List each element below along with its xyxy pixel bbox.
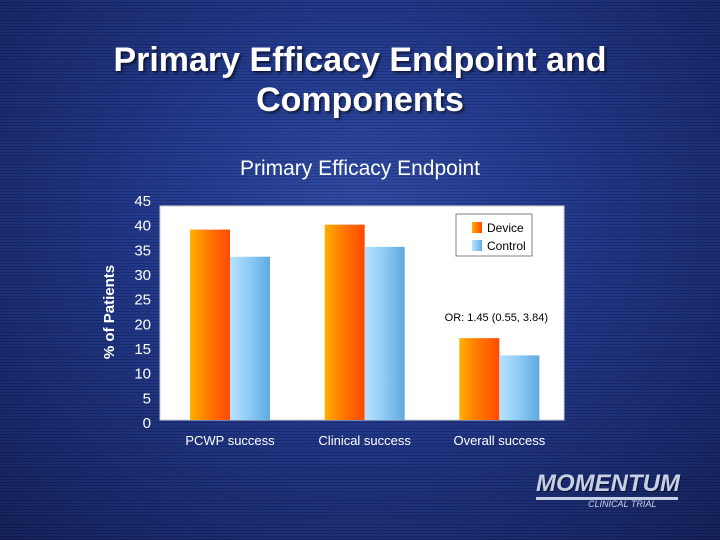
legend-swatch-device: [472, 222, 482, 233]
odds-ratio-annotation: OR: 1.45 (0.55, 3.84): [445, 312, 548, 324]
legend-box: [455, 213, 533, 257]
y-tick-label: 20: [134, 316, 151, 333]
y-tick-label: 0: [143, 415, 151, 432]
y-tick-label: 35: [134, 242, 151, 259]
slide-title-line2: Components: [256, 81, 464, 119]
legend-label-device: Device: [487, 221, 524, 235]
x-tick-label: Clinical success: [318, 433, 411, 448]
slide-title: Primary Efficacy Endpoint and Components: [0, 40, 720, 120]
x-tick-label: PCWP success: [185, 433, 275, 448]
slide-title-line1: Primary Efficacy Endpoint and: [113, 41, 607, 79]
legend-label-control: Control: [487, 239, 526, 253]
y-tick-label: 25: [134, 292, 151, 309]
bar-control: [230, 256, 270, 420]
bar-control: [364, 246, 405, 420]
y-axis-label: % of Patients: [101, 265, 118, 359]
bar-device: [459, 338, 500, 420]
y-tick-label: 30: [134, 267, 151, 284]
bar-device: [324, 224, 365, 420]
x-tick-label: Overall success: [453, 433, 545, 448]
chart-title: Primary Efficacy Endpoint: [240, 157, 480, 180]
y-tick-label: 45: [134, 193, 151, 210]
y-tick-label: 15: [134, 341, 151, 358]
legend-swatch-control: [472, 240, 482, 251]
logo-sub-text: CLINICAL TRIAL: [588, 499, 657, 509]
legend: Device Control: [455, 213, 533, 257]
momentum-logo: MOMENTUM CLINICAL TRIAL: [536, 470, 686, 515]
y-tick-label: 10: [134, 366, 151, 383]
bar-control: [499, 355, 540, 420]
bar-device: [190, 229, 230, 420]
logo-underline: [536, 497, 678, 500]
y-tick-label: 5: [143, 390, 151, 407]
logo-main-text: MOMENTUM: [536, 470, 680, 497]
y-tick-label: 40: [134, 218, 151, 235]
